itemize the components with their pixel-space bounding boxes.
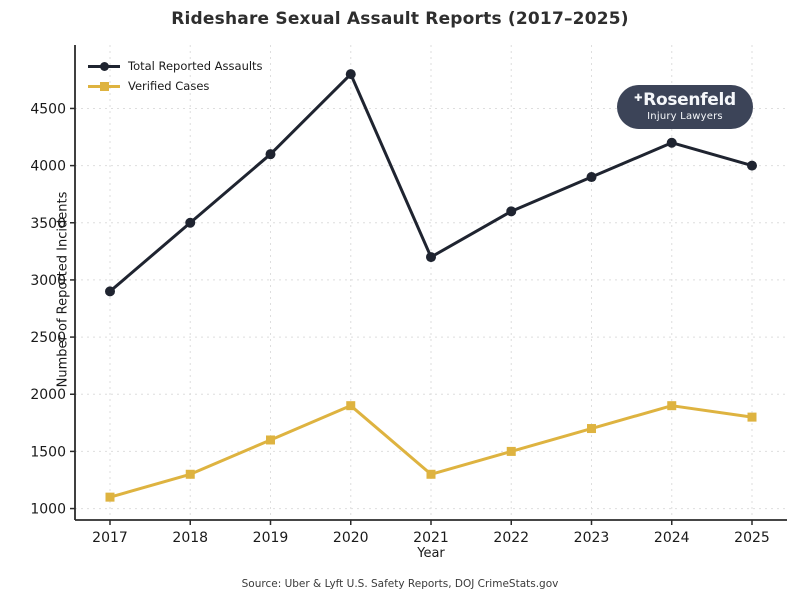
data-point-marker: [587, 424, 596, 434]
y-tick-label: 1500: [30, 444, 66, 460]
x-tick-label: 2017: [92, 530, 128, 546]
data-point-marker: [426, 469, 436, 479]
chart-title: Rideshare Sexual Assault Reports (2017–2…: [171, 9, 629, 29]
y-tick-label: 3500: [30, 216, 66, 232]
x-tick-label: 2022: [493, 530, 529, 546]
data-point-marker: [345, 69, 356, 80]
data-point-marker: [105, 492, 115, 502]
legend-swatch-line-circle: [88, 61, 120, 71]
data-point-marker: [747, 412, 757, 422]
rosenfeld-logo-badge: ✚ Rosenfeld Injury Lawyers: [617, 85, 753, 129]
data-point-marker: [105, 286, 115, 297]
y-tick-label: 4500: [30, 101, 66, 117]
x-tick-label: 2025: [734, 530, 770, 546]
legend-label: Total Reported Assaults: [128, 59, 263, 73]
logo-tagline: Injury Lawyers: [647, 111, 723, 122]
x-tick-label: 2019: [253, 530, 289, 546]
x-tick-label: 2021: [413, 530, 449, 546]
y-tick-label: 4000: [30, 159, 66, 175]
data-point-marker: [667, 401, 677, 411]
logo-name-text: Rosenfeld: [643, 90, 736, 110]
data-point-marker: [747, 160, 757, 171]
x-tick-label: 2020: [333, 530, 369, 546]
data-point-marker: [506, 446, 516, 456]
y-tick-label: 2000: [30, 387, 66, 403]
x-axis-label: Year: [417, 546, 445, 561]
chart-legend: Total Reported Assaults Verified Cases: [88, 56, 263, 96]
y-tick-label: 2500: [30, 330, 66, 346]
data-point-marker: [185, 469, 195, 479]
logo-name: ✚ Rosenfeld: [634, 92, 736, 111]
data-point-marker: [506, 206, 517, 217]
legend-swatch-line-square: [88, 81, 120, 91]
data-point-marker: [426, 252, 436, 263]
data-point-marker: [265, 149, 276, 160]
y-axis-label: Number of Reported Incidents: [55, 191, 71, 388]
data-point-marker: [185, 217, 196, 228]
x-tick-label: 2023: [574, 530, 610, 546]
x-tick-label: 2018: [172, 530, 208, 546]
legend-label: Verified Cases: [128, 79, 210, 93]
y-tick-label: 3000: [30, 273, 66, 289]
data-point-marker: [666, 137, 677, 148]
medical-cross-icon: ✚: [634, 93, 643, 104]
x-tick-label: 2024: [654, 530, 690, 546]
data-point-marker: [586, 172, 597, 183]
legend-item-total-reported-assaults: Total Reported Assaults: [88, 56, 263, 76]
legend-item-verified-cases: Verified Cases: [88, 76, 263, 96]
data-point-marker: [346, 401, 356, 411]
data-point-marker: [266, 435, 275, 445]
source-attribution: Source: Uber & Lyft U.S. Safety Reports,…: [241, 578, 559, 590]
y-tick-label: 1000: [30, 502, 66, 518]
